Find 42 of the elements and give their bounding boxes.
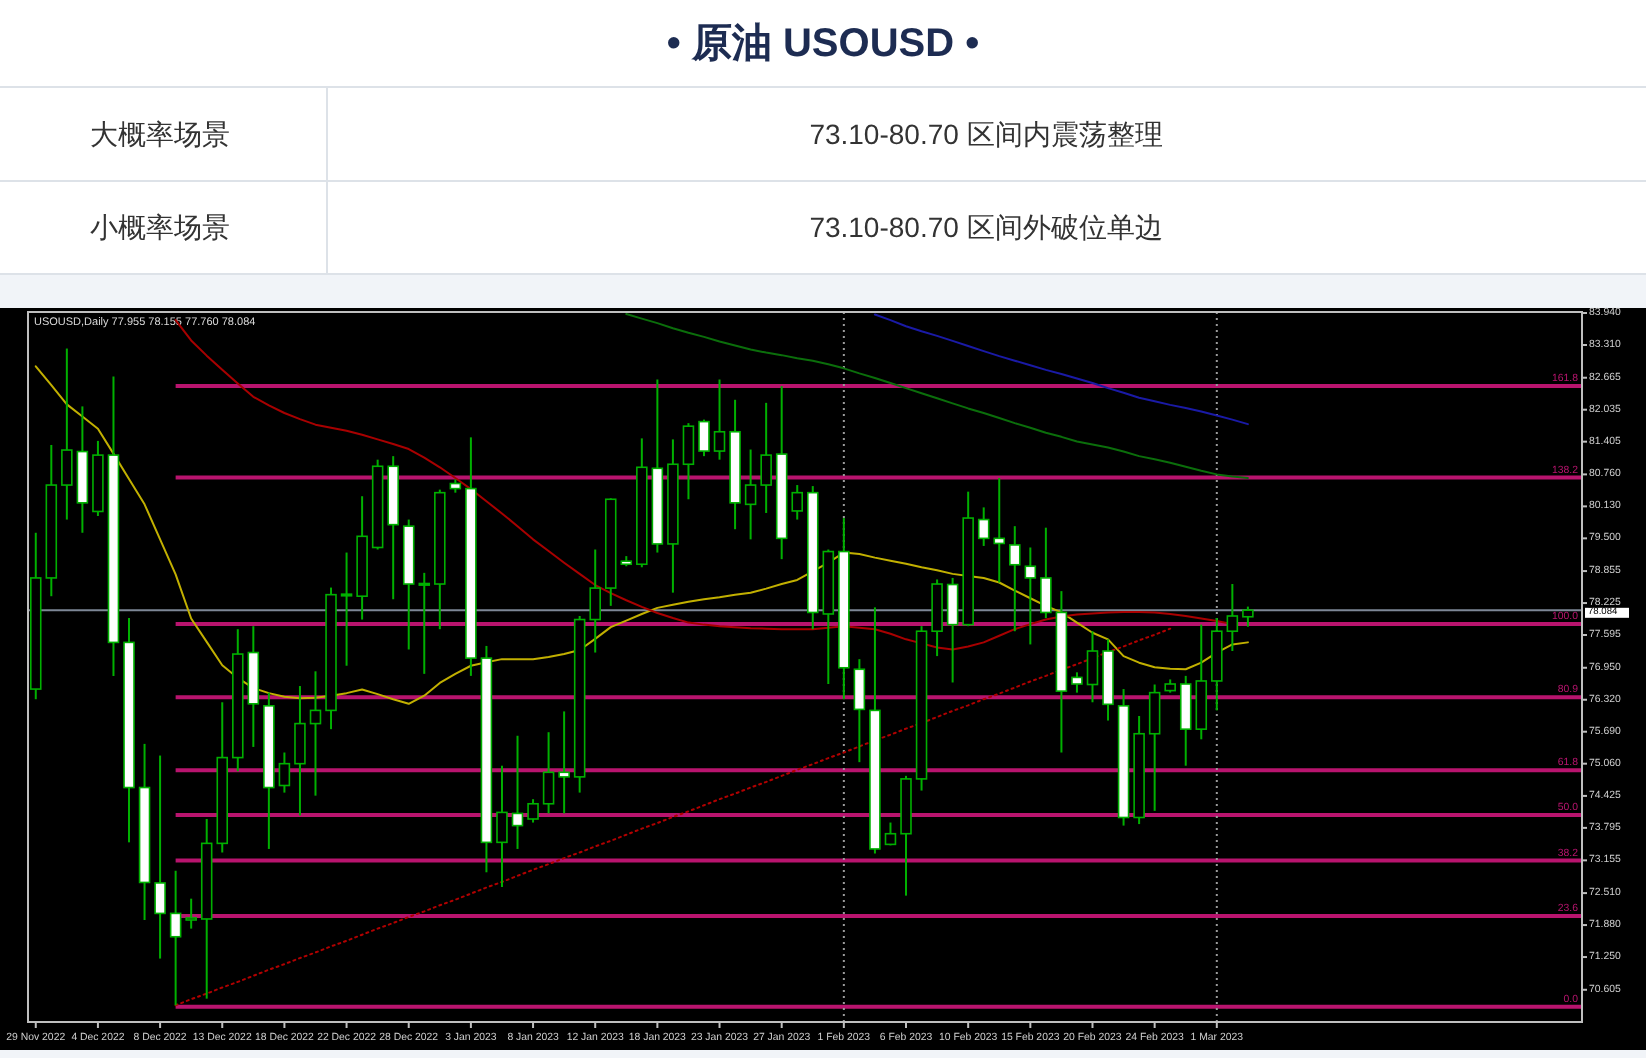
candlestick — [511, 734, 524, 850]
candlestick — [542, 731, 555, 815]
candlestick — [589, 548, 601, 654]
text: 73.10-80.70 区间外破位单边 — [809, 211, 1163, 243]
candlestick — [853, 658, 866, 764]
candlestick — [558, 710, 570, 815]
candlestick — [977, 506, 990, 547]
candlestick — [154, 754, 166, 960]
candlestick — [1148, 683, 1161, 812]
text: 小概率场景 — [90, 211, 230, 243]
candlestick — [931, 578, 943, 658]
candlestick — [1040, 526, 1052, 620]
text: 73.10-80.70 区间内震荡整理 — [809, 118, 1163, 150]
candlestick — [496, 764, 508, 888]
candlestick — [1086, 630, 1099, 704]
candlestick — [946, 576, 959, 684]
candlestick — [185, 897, 197, 930]
candlestick — [340, 551, 353, 667]
line-series — [174, 627, 1172, 1007]
candlestick — [760, 401, 772, 514]
candlestick — [1071, 671, 1083, 694]
candlestick — [294, 685, 306, 817]
line-series — [625, 313, 1249, 479]
candlestick — [1226, 583, 1239, 653]
candlestick — [527, 798, 539, 824]
text: 大概率场景 — [90, 118, 230, 150]
candlestick — [169, 869, 182, 1007]
candlestick — [278, 751, 291, 794]
candlestick — [61, 347, 73, 521]
line-series — [873, 313, 1249, 426]
candlestick — [309, 670, 322, 797]
chart-title: • 原油 USOUSD • — [666, 22, 980, 66]
candlestick — [1242, 605, 1254, 628]
candlestick — [1009, 525, 1021, 633]
candlestick — [1024, 546, 1037, 646]
candlestick — [698, 418, 710, 458]
candlestick — [791, 484, 803, 521]
line-series — [34, 365, 1249, 705]
candlestick — [682, 422, 695, 501]
candlestick — [713, 378, 726, 461]
candlestick — [993, 476, 1006, 584]
candlestick — [744, 448, 757, 541]
